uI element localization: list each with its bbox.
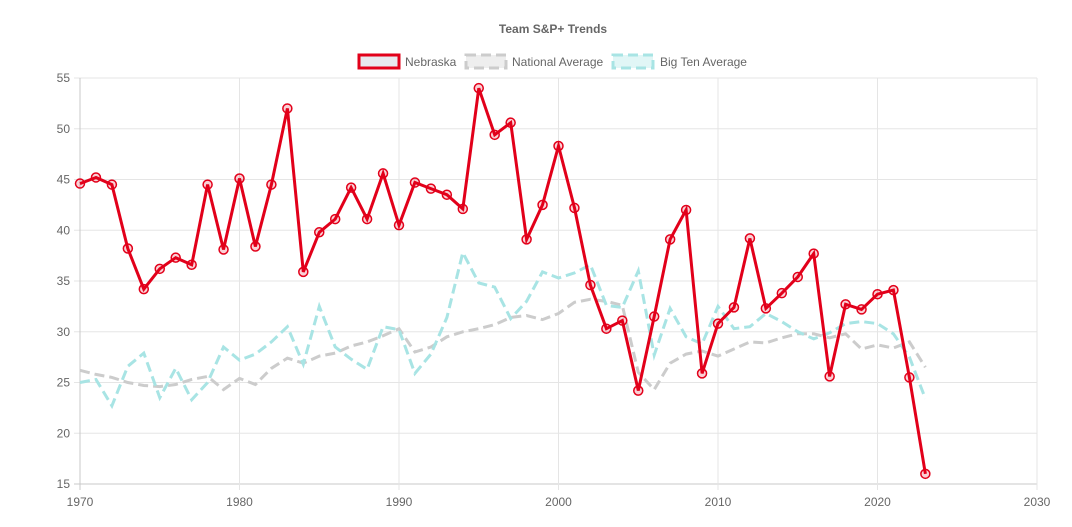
nebraska-data-point[interactable] <box>888 284 899 296</box>
nebraska-data-point[interactable] <box>904 372 915 383</box>
nebraska-data-point[interactable] <box>664 234 676 245</box>
nebraska-data-point[interactable] <box>569 202 580 214</box>
y-tick-label: 55 <box>57 71 71 85</box>
x-tick-label: 1990 <box>386 495 413 509</box>
nebraska-data-point[interactable] <box>106 179 118 190</box>
nebraska-data-point[interactable] <box>457 203 469 215</box>
nebraska-data-point[interactable] <box>377 168 389 179</box>
nebraska-data-point[interactable] <box>824 371 835 382</box>
legend-label-nebraska: Nebraska <box>405 55 457 69</box>
y-tick-label: 50 <box>57 122 71 136</box>
nebraska-data-point[interactable] <box>138 283 150 295</box>
nebraska-data-point[interactable] <box>250 241 261 252</box>
y-tick-label: 45 <box>57 173 71 187</box>
legend-label-big-ten-average: Big Ten Average <box>660 55 747 69</box>
nebraska-data-point[interactable] <box>648 311 660 322</box>
nebraska-data-point[interactable] <box>712 318 724 329</box>
nebraska-data-point[interactable] <box>154 263 165 275</box>
nebraska-data-point[interactable] <box>345 182 357 193</box>
nebraska-data-point[interactable] <box>122 243 134 254</box>
nebraska-data-point[interactable] <box>441 189 453 200</box>
nebraska-data-point[interactable] <box>90 172 102 183</box>
nebraska-data-point[interactable] <box>314 227 325 238</box>
nebraska-line <box>79 87 927 475</box>
nebraska-data-point[interactable] <box>521 234 532 245</box>
legend-item-national-average[interactable]: National Average <box>464 53 604 70</box>
nebraska-data-point[interactable] <box>234 173 245 184</box>
nebraska-data-point[interactable] <box>505 117 516 128</box>
nebraska-data-point[interactable] <box>298 266 309 278</box>
nebraska-data-point[interactable] <box>808 248 819 259</box>
x-tick-label: 1980 <box>226 495 253 509</box>
legend-label-national-average: National Average <box>512 55 604 69</box>
series-layer <box>74 82 931 480</box>
nebraska-data-point[interactable] <box>792 271 803 283</box>
national-average-line <box>79 297 927 393</box>
big-ten-average-line <box>79 248 927 410</box>
nebraska-data-point[interactable] <box>409 177 421 188</box>
nebraska-data-point[interactable] <box>186 259 197 271</box>
legend-swatch-national-average <box>464 53 508 70</box>
x-tick-label: 2030 <box>1024 495 1051 509</box>
legend: Nebraska National Average Big Ten Average <box>357 53 747 70</box>
nebraska-data-point[interactable] <box>856 304 867 315</box>
y-tick-label: 35 <box>57 274 71 288</box>
nebraska-data-point[interactable] <box>553 140 564 152</box>
legend-item-big-ten-average[interactable]: Big Ten Average <box>611 53 747 70</box>
nebraska-data-point[interactable] <box>266 179 277 190</box>
nebraska-data-point[interactable] <box>170 252 181 263</box>
nebraska-data-point[interactable] <box>74 178 86 189</box>
nebraska-data-point[interactable] <box>425 183 437 194</box>
nebraska-data-point[interactable] <box>776 287 788 299</box>
legend-swatch-nebraska <box>357 53 401 70</box>
nebraska-data-point[interactable] <box>617 315 628 326</box>
nebraska-data-point[interactable] <box>696 368 708 379</box>
legend-item-nebraska[interactable]: Nebraska <box>357 53 457 70</box>
y-tick-label: 15 <box>57 477 71 491</box>
grid <box>74 77 1038 490</box>
chart-title: Team S&P+ Trends <box>499 22 607 36</box>
nebraska-data-point[interactable] <box>760 303 772 314</box>
x-tick-label: 1970 <box>67 495 94 509</box>
axes: 15 20 25 30 35 40 45 50 55 1970 1980 1990 2000 2010 20… <box>57 71 1051 509</box>
nebraska-data-point[interactable] <box>744 233 756 244</box>
x-tick-label: 2000 <box>545 495 572 509</box>
legend-swatch-big-ten-average <box>611 53 655 70</box>
x-tick-label: 2020 <box>864 495 891 509</box>
nebraska-data-point[interactable] <box>585 279 596 291</box>
nebraska-data-point[interactable] <box>329 213 341 225</box>
nebraska-data-point[interactable] <box>680 204 692 216</box>
nebraska-data-point[interactable] <box>601 323 612 334</box>
y-tick-label: 25 <box>57 376 71 390</box>
y-tick-label: 20 <box>57 426 71 440</box>
nebraska-data-point[interactable] <box>218 244 229 255</box>
nebraska-data-point[interactable] <box>537 199 548 211</box>
nebraska-data-point[interactable] <box>840 299 851 310</box>
x-tick-label: 2010 <box>705 495 732 509</box>
nebraska-data-point[interactable] <box>872 288 883 300</box>
nebraska-data-point[interactable] <box>202 179 213 190</box>
nebraska-data-point[interactable] <box>920 468 931 480</box>
nebraska-data-point[interactable] <box>282 103 293 114</box>
nebraska-data-point[interactable] <box>473 82 484 94</box>
nebraska-data-point[interactable] <box>633 385 644 396</box>
y-tick-label: 30 <box>57 325 71 339</box>
nebraska-data-point[interactable] <box>393 219 405 231</box>
nebraska-data-point[interactable] <box>361 213 373 225</box>
nebraska-data-point[interactable] <box>728 302 740 313</box>
nebraska-data-point[interactable] <box>489 129 500 141</box>
y-tick-label: 40 <box>57 223 71 237</box>
